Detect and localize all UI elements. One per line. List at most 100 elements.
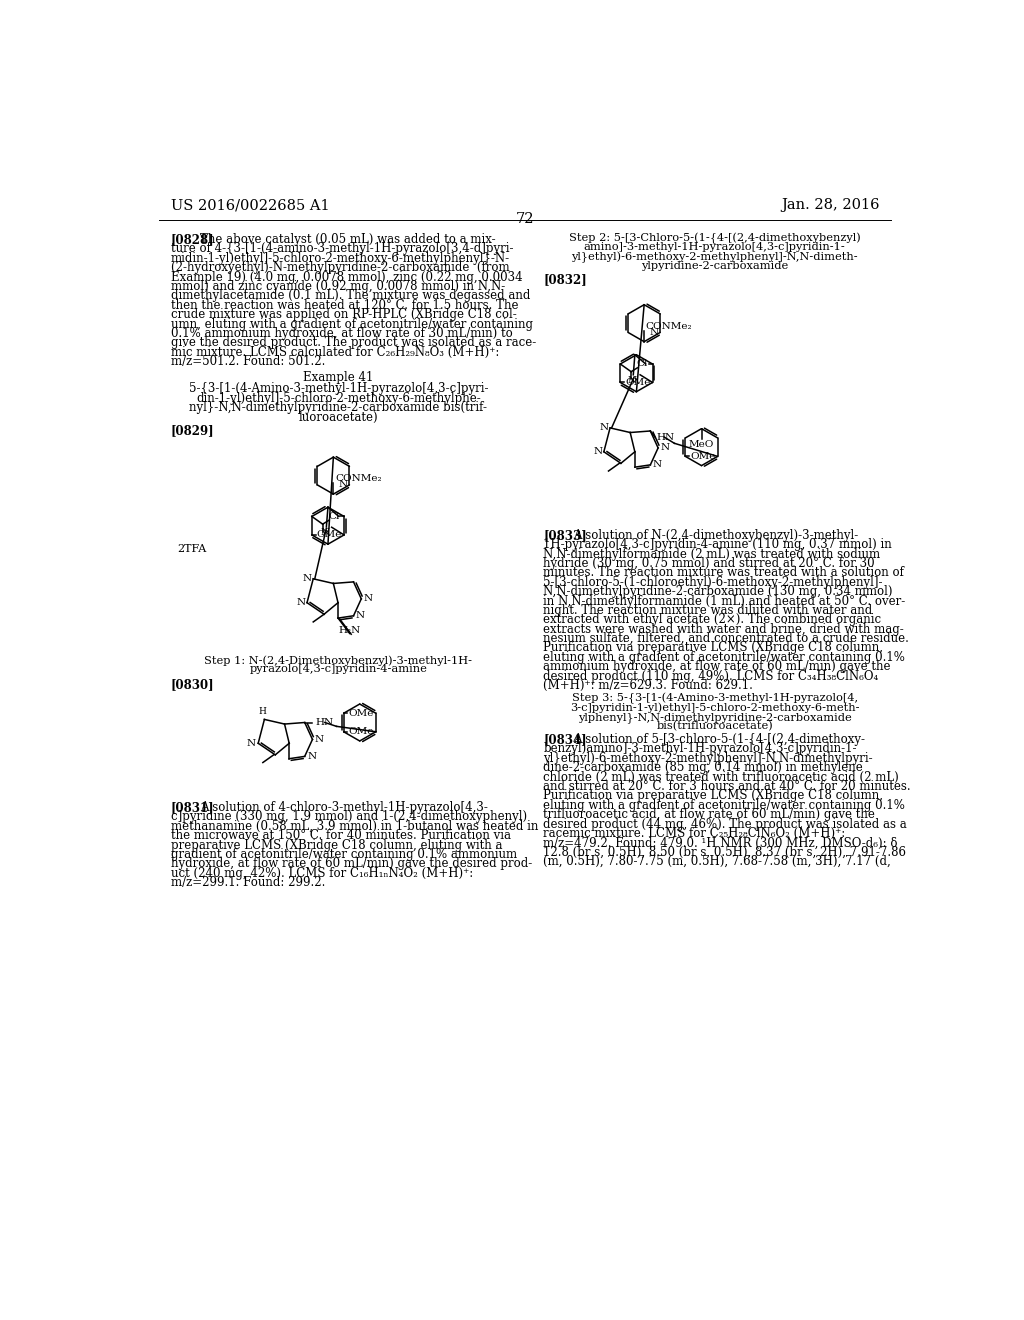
Text: desired product (44 mg, 46%). The product was isolated as a: desired product (44 mg, 46%). The produc… [544,817,907,830]
Text: (2-hydroxyethyl)-N-methylpyridine-2-carboxamide  (from: (2-hydroxyethyl)-N-methylpyridine-2-carb… [171,261,509,275]
Text: N: N [364,594,373,603]
Text: CONMe₂: CONMe₂ [646,322,692,331]
Text: Step 2: 5-[3-Chloro-5-(1-{4-[(2,4-dimethoxybenzyl): Step 2: 5-[3-Chloro-5-(1-{4-[(2,4-dimeth… [568,234,860,244]
Text: m/z=299.1. Found: 299.2.: m/z=299.1. Found: 299.2. [171,876,325,890]
Text: [0831]: [0831] [171,801,214,814]
Text: hydroxide, at flow rate of 60 mL/min) gave the desired prod-: hydroxide, at flow rate of 60 mL/min) ga… [171,858,531,870]
Text: Jan. 28, 2016: Jan. 28, 2016 [781,198,880,213]
Text: 12.8 (br s, 0.5H), 8.50 (br s, 0.5H), 8.37 (br s, 2H), 7.91-7.86: 12.8 (br s, 0.5H), 8.50 (br s, 0.5H), 8.… [544,846,906,859]
Text: gradient of acetonitrile/water containing 0.1% ammonium: gradient of acetonitrile/water containin… [171,847,517,861]
Text: H₂N: H₂N [339,626,360,635]
Text: N: N [660,444,670,453]
Text: 2TFA: 2TFA [177,544,206,554]
Text: benzyl)amino]-3-methyl-1H-pyrazolo[4,3-c]pyridin-1-: benzyl)amino]-3-methyl-1H-pyrazolo[4,3-c… [544,742,857,755]
Text: [0834]: [0834] [544,733,587,746]
Text: ammonium hydroxide, at flow rate of 60 mL/min) gave the: ammonium hydroxide, at flow rate of 60 m… [544,660,891,673]
Text: N: N [302,574,311,583]
Text: OMe: OMe [316,531,342,540]
Text: hydride (30 mg, 0.75 mmol) and stirred at 20° C. for 30: hydride (30 mg, 0.75 mmol) and stirred a… [544,557,876,570]
Text: desired product (110 mg, 49%). LCMS for C₃₄H₃₈ClN₆O₄: desired product (110 mg, 49%). LCMS for … [544,669,879,682]
Text: N,N-dimethylformamide (2 mL) was treated with sodium: N,N-dimethylformamide (2 mL) was treated… [544,548,881,561]
Text: methanamine (0.58 mL, 3.9 mmol) in 1-butanol was heated in: methanamine (0.58 mL, 3.9 mmol) in 1-but… [171,820,538,833]
Text: bis(trifluoroacetate): bis(trifluoroacetate) [656,721,773,731]
Text: nyl}-N,N-dimethylpyridine-2-carboxamide bis(trif-: nyl}-N,N-dimethylpyridine-2-carboxamide … [189,401,487,414]
Text: A solution of 5-[3-chloro-5-(1-{4-[(2,4-dimethoxy-: A solution of 5-[3-chloro-5-(1-{4-[(2,4-… [572,733,865,746]
Text: Example 19) (4.0 mg, 0.0078 mmol), zinc (0.22 mg, 0.0034: Example 19) (4.0 mg, 0.0078 mmol), zinc … [171,271,522,284]
Text: then the reaction was heated at 120° C. for 1.5 hours. The: then the reaction was heated at 120° C. … [171,298,518,312]
Text: [0829]: [0829] [171,424,214,437]
Text: luoroacetate): luoroacetate) [299,411,378,424]
Text: A solution of N-(2,4-dimethoxybenzyl)-3-methyl-: A solution of N-(2,4-dimethoxybenzyl)-3-… [572,529,858,541]
Text: dimethylacetamide (0.1 mL). The mixture was degassed and: dimethylacetamide (0.1 mL). The mixture … [171,289,530,302]
Text: racemic mixture. LCMS for C₂₅H₂₈ClN₆O₂ (M+H)⁺:: racemic mixture. LCMS for C₂₅H₂₈ClN₆O₂ (… [544,826,846,840]
Text: [0830]: [0830] [171,677,214,690]
Text: 5-[3-chloro-5-(1-chloroethyl)-6-methoxy-2-methylphenyl]-: 5-[3-chloro-5-(1-chloroethyl)-6-methoxy-… [544,576,883,589]
Text: Purification via preparative LCMS (XBridge C18 column,: Purification via preparative LCMS (XBrid… [544,642,884,655]
Text: preparative LCMS (XBridge C18 column, eluting with a: preparative LCMS (XBridge C18 column, el… [171,838,502,851]
Text: 3-c]pyridin-1-yl)ethyl]-5-chloro-2-methoxy-6-meth-: 3-c]pyridin-1-yl)ethyl]-5-chloro-2-metho… [570,702,859,713]
Text: N: N [649,327,658,337]
Text: give the desired product. The product was isolated as a race-: give the desired product. The product wa… [171,337,536,350]
Text: N: N [652,461,662,470]
Text: extracts were washed with water and brine, dried with mag-: extracts were washed with water and brin… [544,623,904,636]
Text: N: N [356,611,365,620]
Text: N: N [307,752,316,760]
Text: OMe: OMe [625,378,650,387]
Text: The above catalyst (0.05 mL) was added to a mix-: The above catalyst (0.05 mL) was added t… [200,234,496,246]
Text: [0828]: [0828] [171,234,214,246]
Text: MeO: MeO [689,441,714,449]
Text: nesium sulfate, filtered, and concentrated to a crude residue.: nesium sulfate, filtered, and concentrat… [544,632,909,645]
Text: amino]-3-methyl-1H-pyrazolo[4,3-c]pyridin-1-: amino]-3-methyl-1H-pyrazolo[4,3-c]pyridi… [584,243,846,252]
Text: eluting with a gradient of acetonitrile/water containing 0.1%: eluting with a gradient of acetonitrile/… [544,651,905,664]
Text: m/z=479.2. Found: 479.0. ¹H NMR (300 MHz, DMSO-d₆): δ: m/z=479.2. Found: 479.0. ¹H NMR (300 MHz… [544,837,898,849]
Text: N: N [247,739,256,748]
Text: H: H [259,708,267,717]
Text: 72: 72 [515,213,535,226]
Text: N: N [593,447,602,457]
Text: N,N-dimethylpyridine-2-carboxamide (130 mg, 0.34 mmol): N,N-dimethylpyridine-2-carboxamide (130 … [544,585,893,598]
Text: N: N [339,480,348,490]
Text: Step 1: N-(2,4-Dimethoxybenzyl)-3-methyl-1H-: Step 1: N-(2,4-Dimethoxybenzyl)-3-methyl… [205,655,472,665]
Text: Cl: Cl [328,512,339,521]
Text: and stirred at 20° C. for 3 hours and at 40° C. for 20 minutes.: and stirred at 20° C. for 3 hours and at… [544,780,911,793]
Text: OMe: OMe [690,451,716,461]
Text: midin-1-yl)ethyl]-5-chloro-2-methoxy-6-methylphenyl}-N-: midin-1-yl)ethyl]-5-chloro-2-methoxy-6-m… [171,252,510,265]
Text: extracted with ethyl acetate (2×). The combined organic: extracted with ethyl acetate (2×). The c… [544,614,882,626]
Text: 0.1% ammonium hydroxide, at flow rate of 30 mL/min) to: 0.1% ammonium hydroxide, at flow rate of… [171,327,512,341]
Text: crude mixture was applied on RP-HPLC (XBridge C18 col-: crude mixture was applied on RP-HPLC (XB… [171,309,516,321]
Text: minutes. The reaction mixture was treated with a solution of: minutes. The reaction mixture was treate… [544,566,904,579]
Text: OMe: OMe [348,727,374,737]
Text: N: N [627,376,636,384]
Text: Cl: Cl [637,359,648,368]
Text: A solution of 4-chloro-3-methyl-1H-pyrazolo[4,3-: A solution of 4-chloro-3-methyl-1H-pyraz… [200,801,488,814]
Text: night. The reaction mixture was diluted with water and: night. The reaction mixture was diluted … [544,605,872,616]
Text: [0832]: [0832] [544,273,587,286]
Text: dine-2-carboxamide (85 mg, 0.14 mmol) in methylene: dine-2-carboxamide (85 mg, 0.14 mmol) in… [544,762,863,774]
Text: 1H-pyrazolo[4,3-c]pyridin-4-amine (110 mg, 0.37 mmol) in: 1H-pyrazolo[4,3-c]pyridin-4-amine (110 m… [544,539,892,552]
Text: [0833]: [0833] [544,529,587,541]
Text: Step 3: 5-{3-[1-(4-Amino-3-methyl-1H-pyrazolo[4,: Step 3: 5-{3-[1-(4-Amino-3-methyl-1H-pyr… [571,693,858,705]
Text: ture of 4-{3-[1-(4-amino-3-methyl-1H-pyrazolo[3,4-d]pyri-: ture of 4-{3-[1-(4-amino-3-methyl-1H-pyr… [171,243,513,256]
Text: CONMe₂: CONMe₂ [335,474,382,483]
Text: (M+H)⁺: m/z=629.3. Found: 629.1.: (M+H)⁺: m/z=629.3. Found: 629.1. [544,678,754,692]
Text: N: N [296,598,305,607]
Text: uct (240 mg, 42%). LCMS for C₁₆H₁ₙN₄O₂ (M+H)⁺:: uct (240 mg, 42%). LCMS for C₁₆H₁ₙN₄O₂ (… [171,867,473,880]
Text: ylphenyl}-N,N-dimethylpyridine-2-carboxamide: ylphenyl}-N,N-dimethylpyridine-2-carboxa… [578,711,852,722]
Text: pyrazolo[4,3-c]pyridin-4-amine: pyrazolo[4,3-c]pyridin-4-amine [250,664,427,675]
Text: HN: HN [656,433,675,442]
Text: 5-{3-[1-(4-Amino-3-methyl-1H-pyrazolo[4,3-c]pyri-: 5-{3-[1-(4-Amino-3-methyl-1H-pyrazolo[4,… [188,383,488,396]
Text: chloride (2 mL) was treated with trifluoroacetic acid (2 mL): chloride (2 mL) was treated with trifluo… [544,771,899,784]
Text: OMe: OMe [348,709,374,718]
Text: m/z=501.2. Found: 501.2.: m/z=501.2. Found: 501.2. [171,355,325,368]
Text: Example 41: Example 41 [303,371,374,384]
Text: trifluoroacetic acid, at flow rate of 60 mL/min) gave the: trifluoroacetic acid, at flow rate of 60… [544,808,876,821]
Text: N: N [321,528,330,537]
Text: US 2016/0022685 A1: US 2016/0022685 A1 [171,198,330,213]
Text: yl}ethyl)-6-methoxy-2-methylphenyl]-N,N-dimeth-: yl}ethyl)-6-methoxy-2-methylphenyl]-N,N-… [571,252,858,263]
Text: the microwave at 150° C. for 40 minutes. Purification via: the microwave at 150° C. for 40 minutes.… [171,829,511,842]
Text: c]pyridine (330 mg, 1.9 mmol) and 1-(2,4-dimethoxyphenyl): c]pyridine (330 mg, 1.9 mmol) and 1-(2,4… [171,810,526,824]
Text: HN: HN [315,718,334,727]
Text: in N,N-dimethylformamide (1 mL) and heated at 50° C. over-: in N,N-dimethylformamide (1 mL) and heat… [544,594,905,607]
Text: mic mixture. LCMS calculated for C₂₆H₂₉N₈O₃ (M+H)⁺:: mic mixture. LCMS calculated for C₂₆H₂₉N… [171,346,499,359]
Text: Purification via preparative LCMS (XBridge C18 column,: Purification via preparative LCMS (XBrid… [544,789,884,803]
